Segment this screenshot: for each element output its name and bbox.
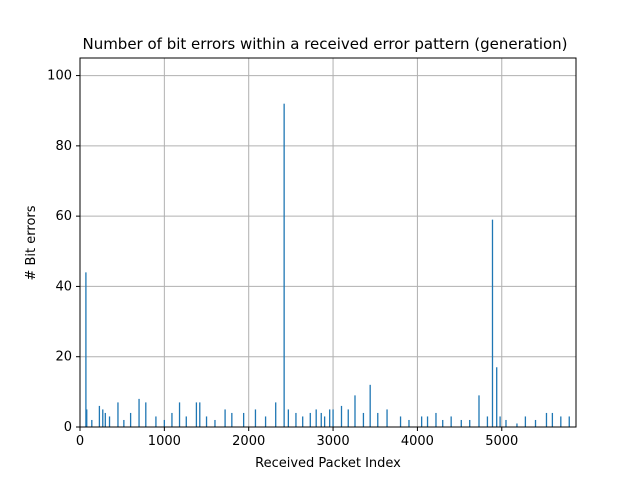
- bar: [254, 409, 257, 427]
- bar: [302, 416, 304, 427]
- bar: [117, 402, 119, 427]
- bar: [199, 402, 201, 427]
- bar: [323, 416, 326, 427]
- x-tick-label: 2000: [232, 434, 265, 449]
- bar: [320, 412, 322, 427]
- x-tick-label: 5000: [485, 434, 518, 449]
- bar: [491, 219, 494, 427]
- bar: [91, 419, 93, 427]
- bar: [123, 419, 125, 427]
- bar: [442, 419, 444, 427]
- bar: [214, 419, 216, 427]
- x-tick-label: 3000: [317, 434, 350, 449]
- bar: [478, 395, 480, 427]
- bar: [315, 409, 317, 427]
- bar: [399, 416, 402, 427]
- bar: [332, 409, 334, 427]
- bar: [242, 412, 245, 427]
- bars: [85, 103, 570, 427]
- bar: [309, 412, 311, 427]
- bar: [347, 409, 349, 427]
- bar: [224, 409, 226, 427]
- y-axis-label: # Bit errors: [24, 205, 39, 280]
- bar: [435, 412, 437, 427]
- bar: [329, 409, 331, 427]
- grid-lines: [79, 58, 576, 428]
- bar: [185, 416, 187, 427]
- bar: [86, 409, 88, 427]
- bar: [450, 416, 452, 427]
- x-tick-label: 0: [76, 434, 84, 449]
- bar: [420, 416, 423, 427]
- bar: [568, 416, 570, 427]
- x-tick-label: 1000: [148, 434, 181, 449]
- bar: [85, 272, 87, 427]
- bar: [195, 402, 198, 427]
- y-tick-label: 40: [55, 279, 72, 294]
- bar: [155, 416, 157, 427]
- bar: [275, 402, 277, 427]
- bar: [469, 419, 471, 427]
- y-tick-label: 60: [55, 209, 72, 224]
- bar: [369, 384, 371, 427]
- bar: [377, 412, 379, 427]
- bar: [551, 412, 554, 427]
- bar: [163, 419, 166, 427]
- bar: [486, 416, 489, 427]
- bar: [426, 416, 429, 427]
- bar: [178, 402, 181, 427]
- bar: [171, 412, 173, 427]
- bar: [98, 405, 101, 427]
- y-tick-label: 80: [55, 139, 72, 154]
- bar: [104, 412, 106, 427]
- axis-ticks: 0 1000 2000 3000 4000 5000 0 20 40 60 80 100: [47, 69, 518, 449]
- bar: [205, 416, 208, 427]
- bar: [496, 367, 498, 427]
- y-tick-label: 0: [64, 420, 72, 435]
- bar: [354, 395, 356, 427]
- bar: [545, 412, 548, 427]
- chart-title: Number of bit errors within a received e…: [82, 35, 567, 53]
- bar: [499, 416, 501, 427]
- y-tick-label: 20: [55, 350, 72, 365]
- bar: [408, 419, 410, 427]
- bar: [460, 419, 462, 427]
- bar: [295, 412, 297, 427]
- bar: [516, 423, 518, 427]
- bar: [560, 416, 562, 427]
- bar: [283, 103, 285, 427]
- bar: [534, 419, 537, 427]
- bar: [386, 409, 388, 427]
- bar: [108, 416, 111, 427]
- bar: [102, 409, 104, 427]
- bar: [287, 409, 290, 427]
- y-tick-label: 100: [47, 69, 72, 84]
- bar: [362, 412, 365, 427]
- bar: [340, 405, 343, 427]
- bar: [505, 419, 507, 427]
- x-tick-label: 4000: [401, 434, 434, 449]
- bar: [138, 398, 140, 427]
- bar: [231, 412, 233, 427]
- bar: [264, 416, 267, 427]
- x-axis-label: Received Packet Index: [255, 456, 401, 471]
- bar: [524, 416, 527, 427]
- bar: [129, 412, 132, 427]
- plot-frame: [79, 57, 577, 428]
- bar: [145, 402, 147, 427]
